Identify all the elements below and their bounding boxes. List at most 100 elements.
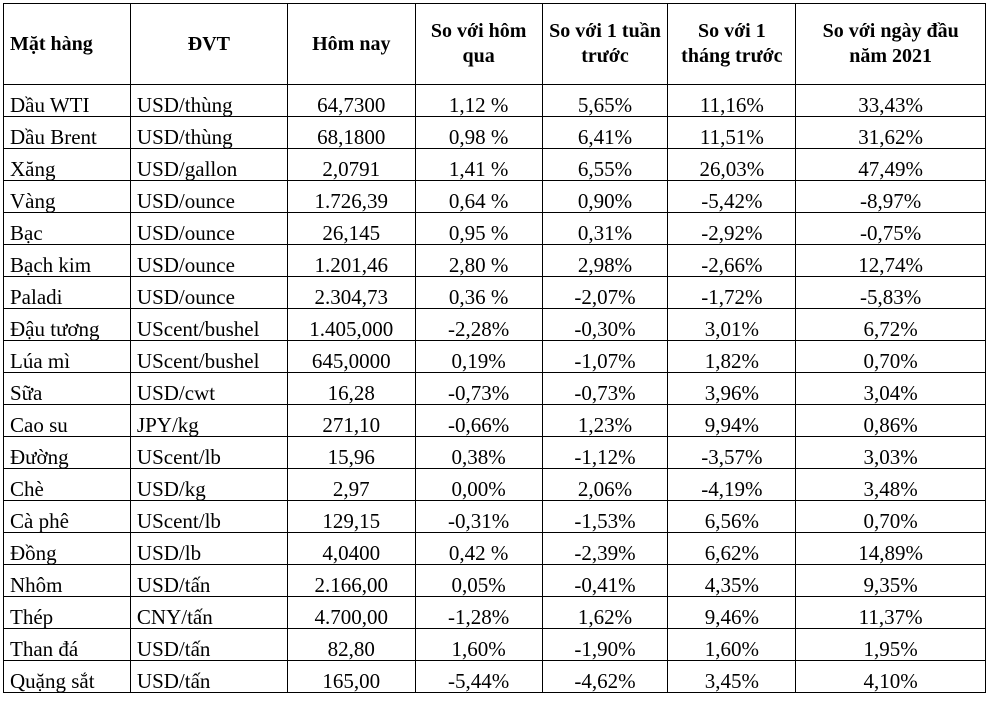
today-price-cell: 2.304,73 [286, 276, 416, 309]
table-row: Dầu WTI USD/thùng 64,7300 1,12 % 5,65% 11,16%… [3, 84, 986, 117]
vs-year-start-cell: 9,35% [795, 564, 986, 597]
vs-week-cell: -1,12% [541, 436, 669, 469]
vs-year-start-cell: 3,03% [795, 436, 986, 469]
vs-year-start-cell: 12,74% [795, 244, 986, 277]
unit-cell: UScent/lb [129, 436, 288, 469]
vs-week-cell: 1,62% [541, 596, 669, 629]
vs-year-start-cell: -5,83% [795, 276, 986, 309]
table-row: Dầu Brent USD/thùng 68,1800 0,98 % 6,41% 11,5… [3, 116, 986, 149]
vs-yesterday-cell: -0,73% [414, 372, 543, 405]
today-price-cell: 1.201,46 [286, 244, 416, 277]
table-row: Chè USD/kg 2,97 0,00% 2,06% -4,19% 3,48% [3, 468, 986, 501]
vs-week-cell: -1,07% [541, 340, 669, 373]
vs-yesterday-cell: -0,66% [414, 404, 543, 437]
vs-month-cell: -3,57% [667, 436, 797, 469]
unit-cell: UScent/bushel [129, 340, 288, 373]
today-price-cell: 645,0000 [286, 340, 416, 373]
today-price-cell: 15,96 [286, 436, 416, 469]
vs-week-cell: -2,07% [541, 276, 669, 309]
table-row: Xăng USD/gallon 2,0791 1,41 % 6,55% 26,03% 47,… [3, 148, 986, 181]
unit-cell: USD/thùng [129, 84, 288, 117]
vs-week-cell: 0,31% [541, 212, 669, 245]
vs-yesterday-cell: 0,95 % [414, 212, 543, 245]
vs-yesterday-cell: 0,64 % [414, 180, 543, 213]
vs-year-start-cell: 33,43% [795, 84, 986, 117]
commodity-cell: Sữa [3, 372, 131, 405]
today-price-cell: 26,145 [286, 212, 416, 245]
today-price-cell: 82,80 [286, 628, 416, 661]
vs-week-cell: -0,73% [541, 372, 669, 405]
vs-month-cell: 9,46% [667, 596, 797, 629]
vs-month-cell: 6,62% [667, 532, 797, 565]
commodity-cell: Lúa mì [3, 340, 131, 373]
vs-month-cell: 1,60% [667, 628, 797, 661]
table-row: Đồng USD/lb 4,0400 0,42 % -2,39% 6,62% 14,89% [3, 532, 986, 565]
commodity-cell: Xăng [3, 148, 131, 181]
unit-cell: CNY/tấn [129, 596, 288, 629]
commodity-cell: Đường [3, 436, 131, 469]
today-price-cell: 165,00 [286, 660, 416, 693]
table-row: Quặng sắt USD/tấn 165,00 -5,44% -4,62% 3,45% 4… [3, 660, 986, 693]
today-price-cell: 16,28 [286, 372, 416, 405]
vs-month-cell: 4,35% [667, 564, 797, 597]
vs-year-start-cell: 0,70% [795, 500, 986, 533]
table-row: Than đá USD/tấn 82,80 1,60% -1,90% 1,60% 1,95% [3, 628, 986, 661]
vs-year-start-cell: 3,48% [795, 468, 986, 501]
table-row: Nhôm USD/tấn 2.166,00 0,05% -0,41% 4,35% 9,35% [3, 564, 986, 597]
table-row: Đậu tương UScent/bushel 1.405,000 -2,28% -0,… [3, 308, 986, 341]
table-row: Cà phê UScent/lb 129,15 -0,31% -1,53% 6,56% 0,… [3, 500, 986, 533]
commodity-cell: Vàng [3, 180, 131, 213]
vs-yesterday-cell: 0,98 % [414, 116, 543, 149]
vs-month-cell: 6,56% [667, 500, 797, 533]
today-price-cell: 2,0791 [286, 148, 416, 181]
vs-year-start-cell: -0,75% [795, 212, 986, 245]
vs-week-cell: -2,39% [541, 532, 669, 565]
commodity-cell: Quặng sắt [3, 660, 131, 693]
vs-yesterday-cell: 2,80 % [414, 244, 543, 277]
commodity-cell: Đồng [3, 532, 131, 565]
vs-yesterday-cell: 0,38% [414, 436, 543, 469]
vs-week-cell: 0,90% [541, 180, 669, 213]
table-row: Paladi USD/ounce 2.304,73 0,36 % -2,07% -1,72… [3, 276, 986, 309]
header-vs-year-start: So với ngày đầu năm 2021 [795, 3, 986, 85]
vs-month-cell: -4,19% [667, 468, 797, 501]
vs-month-cell: -2,66% [667, 244, 797, 277]
unit-cell: USD/cwt [129, 372, 288, 405]
header-today: Hôm nay [286, 3, 416, 85]
table-row: Sữa USD/cwt 16,28 -0,73% -0,73% 3,96% 3,04% [3, 372, 986, 405]
header-vs-yesterday: So với hôm qua [414, 3, 543, 85]
commodity-price-table: Mặt hàng ĐVT Hôm nay So với hôm qua So v… [3, 3, 986, 693]
vs-year-start-cell: 3,04% [795, 372, 986, 405]
today-price-cell: 129,15 [286, 500, 416, 533]
vs-year-start-cell: 6,72% [795, 308, 986, 341]
unit-cell: USD/tấn [129, 564, 288, 597]
header-vs-month: So với 1 tháng trước [667, 3, 797, 85]
vs-yesterday-cell: 0,19% [414, 340, 543, 373]
unit-cell: UScent/bushel [129, 308, 288, 341]
vs-yesterday-cell: -5,44% [414, 660, 543, 693]
unit-cell: USD/tấn [129, 660, 288, 693]
vs-month-cell: 11,16% [667, 84, 797, 117]
commodity-cell: Thép [3, 596, 131, 629]
commodity-cell: Bạch kim [3, 244, 131, 277]
vs-year-start-cell: 14,89% [795, 532, 986, 565]
vs-week-cell: -0,41% [541, 564, 669, 597]
vs-week-cell: 2,06% [541, 468, 669, 501]
vs-yesterday-cell: 0,36 % [414, 276, 543, 309]
vs-month-cell: -5,42% [667, 180, 797, 213]
vs-year-start-cell: 47,49% [795, 148, 986, 181]
today-price-cell: 64,7300 [286, 84, 416, 117]
header-vs-week: So với 1 tuần trước [541, 3, 669, 85]
vs-year-start-cell: 4,10% [795, 660, 986, 693]
today-price-cell: 1.405,000 [286, 308, 416, 341]
unit-cell: USD/kg [129, 468, 288, 501]
today-price-cell: 2.166,00 [286, 564, 416, 597]
unit-cell: USD/ounce [129, 244, 288, 277]
today-price-cell: 4,0400 [286, 532, 416, 565]
commodity-cell: Paladi [3, 276, 131, 309]
vs-year-start-cell: 0,70% [795, 340, 986, 373]
today-price-cell: 1.726,39 [286, 180, 416, 213]
commodity-cell: Bạc [3, 212, 131, 245]
unit-cell: USD/thùng [129, 116, 288, 149]
vs-yesterday-cell: -2,28% [414, 308, 543, 341]
